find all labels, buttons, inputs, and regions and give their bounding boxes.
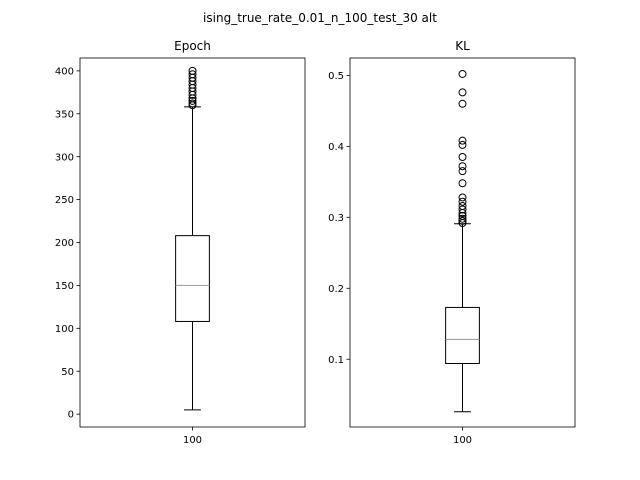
epoch-ytick-label: 150: [55, 281, 74, 292]
kl-outlier-point: [458, 69, 467, 78]
kl-ytick-label: 0.1: [328, 355, 344, 366]
epoch-axes-title: Epoch: [174, 39, 211, 53]
kl-outlier-point: [458, 152, 467, 161]
kl-outlier-point: [458, 211, 467, 220]
epoch-ytick-label: 400: [55, 66, 74, 77]
figure-suptitle: ising_true_rate_0.01_n_100_test_30 alt: [203, 11, 437, 25]
kl-outlier-point: [458, 162, 467, 171]
kl-outlier-point: [458, 167, 467, 176]
kl-outlier-point: [458, 88, 467, 97]
epoch-box: [175, 235, 210, 322]
epoch-xtick-label: 100: [183, 435, 202, 446]
kl-ytick-label: 0.5: [328, 71, 344, 82]
kl-axes: KL 0.1 0.2 0.3 0.4 0.5 100: [328, 39, 576, 446]
epoch-ytick-label: 100: [55, 324, 74, 335]
epoch-axes: Epoch 0 50 100 150 200 250 300 350 400 100: [55, 39, 306, 446]
kl-outlier-point: [458, 214, 467, 223]
epoch-outlier-point: [188, 70, 197, 79]
epoch-ytick-label: 50: [61, 367, 74, 378]
kl-outlier-point: [458, 197, 467, 206]
epoch-ytick-label: 250: [55, 195, 74, 206]
kl-ytick-label: 0.3: [328, 213, 344, 224]
epoch-ytick-label: 350: [55, 109, 74, 120]
kl-outlier-point: [458, 193, 467, 202]
kl-outlier-point: [458, 99, 467, 108]
kl-xtick-label: 100: [453, 435, 472, 446]
kl-outlier-point: [458, 216, 467, 225]
epoch-ytick-label: 300: [55, 152, 74, 163]
epoch-ytick-label: 0: [68, 410, 74, 421]
epoch-outlier-point: [188, 96, 197, 105]
epoch-outlier-point: [188, 99, 197, 108]
kl-outlier-point: [458, 205, 467, 214]
kl-outlier-point: [458, 179, 467, 188]
kl-outlier-point: [458, 201, 467, 210]
kl-axes-title: KL: [455, 39, 470, 53]
kl-box: [445, 306, 480, 364]
kl-outlier-point: [458, 140, 467, 149]
epoch-ytick-label: 200: [55, 238, 74, 249]
kl-outlier-point: [458, 136, 467, 145]
kl-ytick-label: 0.4: [328, 142, 344, 153]
kl-ytick-label: 0.2: [328, 284, 344, 295]
epoch-outlier-point: [188, 66, 197, 75]
